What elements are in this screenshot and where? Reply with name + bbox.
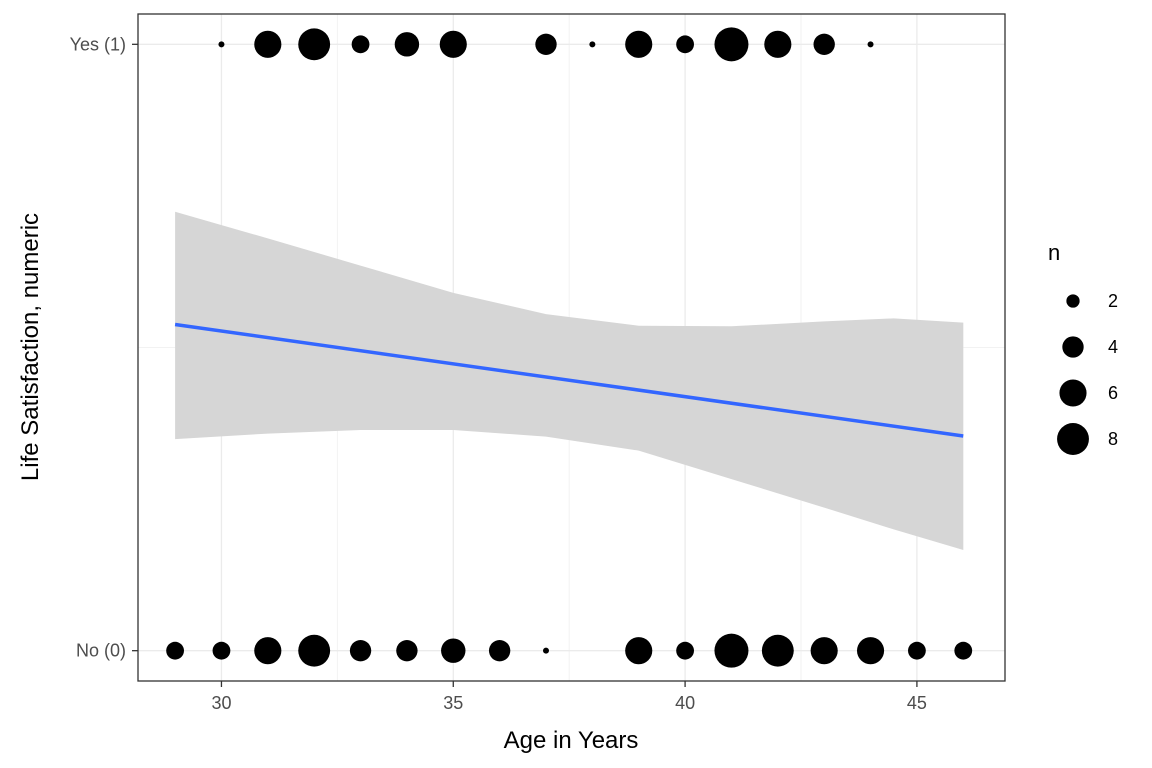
data-point [535,33,557,55]
data-point [396,640,418,662]
data-point [676,35,694,54]
data-point [218,41,225,48]
x-tick-label: 35 [443,693,463,713]
fit-line [174,322,964,438]
x-tick-label: 30 [211,693,231,713]
legend-label: 8 [1108,429,1118,449]
data-point [212,641,231,660]
data-point [351,35,370,54]
legend-label: 4 [1108,337,1118,357]
data-point [589,41,596,48]
data-point [867,41,874,48]
data-point [810,637,838,665]
data-point [543,647,549,654]
y-axis-title: Life Satisfaction, numeric [17,213,44,481]
x-axis: 30 35 40 45 [211,681,927,713]
data-point [298,634,331,667]
data-point [764,30,792,58]
y-tick-label: Yes (1) [70,34,126,54]
x-tick-label: 45 [907,693,927,713]
data-point [676,641,694,660]
data-point [441,638,466,663]
legend-title: n [1048,240,1060,265]
x-tick-label: 40 [675,693,695,713]
x-axis-title: Age in Years [504,727,639,754]
data-point [254,30,282,58]
data-point [908,641,926,660]
y-tick-label: No (0) [76,641,126,661]
legend-label: 2 [1108,291,1118,311]
data-point [254,637,282,665]
y-axis: No (0) Yes (1) [70,34,138,661]
data-point [625,30,653,58]
legend-key [1057,423,1089,455]
data-point [856,637,885,665]
data-point [488,640,511,662]
data-point [394,32,420,57]
legend-key [1062,336,1084,358]
legend: n 2 4 6 8 [1048,240,1118,455]
plot-border [137,13,1006,682]
data-point [954,641,973,660]
data-point [714,27,749,62]
data-point [166,641,184,660]
legend-label: 6 [1108,383,1118,403]
data-point [813,33,835,55]
data-point [625,637,653,665]
points [166,27,973,668]
data-point [761,634,794,667]
legend-key [1059,379,1087,407]
data-point [439,30,467,58]
data-point [349,640,372,662]
data-point [714,633,749,668]
data-point [298,28,331,61]
legend-key [1066,294,1080,308]
